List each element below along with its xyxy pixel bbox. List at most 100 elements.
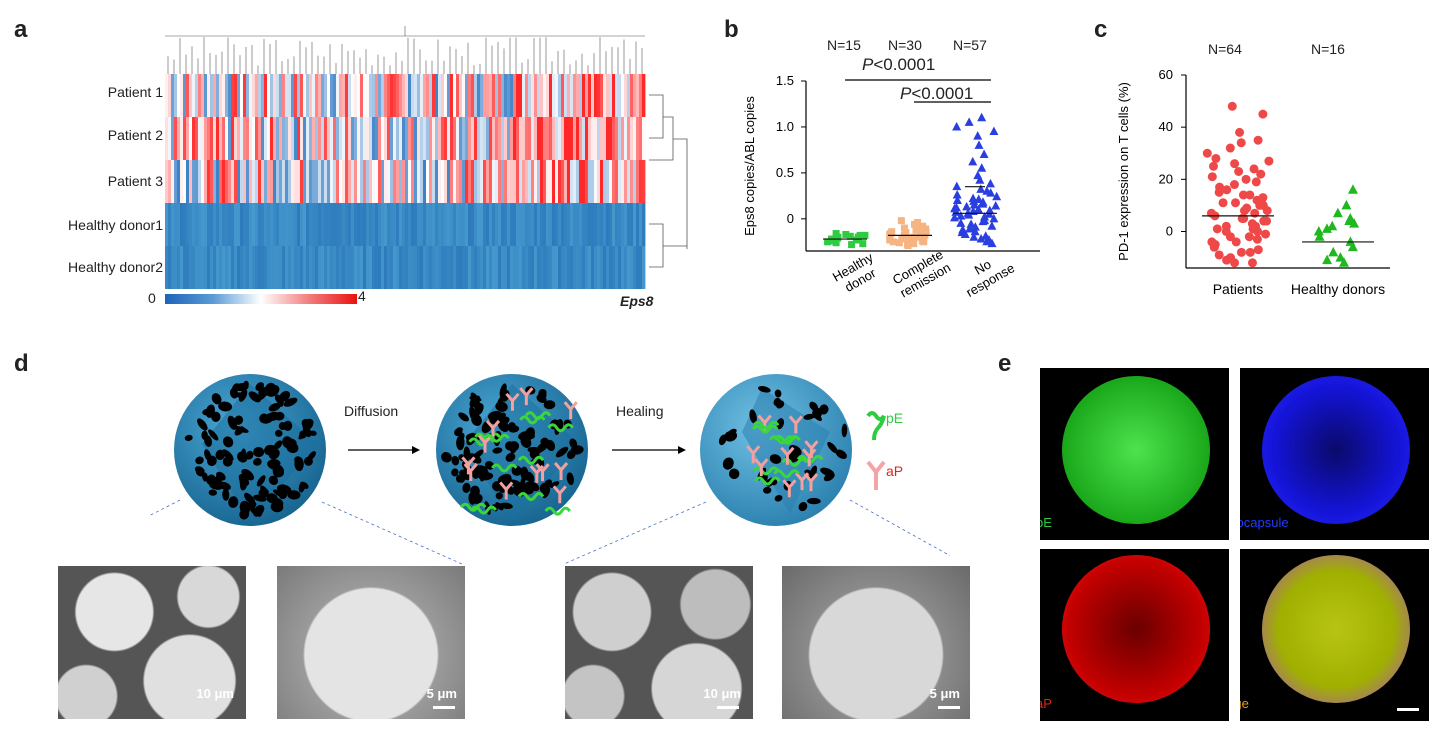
pore xyxy=(774,389,782,398)
pore xyxy=(218,481,231,491)
heatmap-cell xyxy=(462,203,466,246)
heatmap-cell xyxy=(408,74,412,117)
heatmap-cell xyxy=(393,74,397,117)
heatmap-cell xyxy=(234,117,238,160)
pore xyxy=(722,457,734,470)
heatmap-cell xyxy=(633,117,637,160)
heatmap-cell xyxy=(378,246,382,289)
pore xyxy=(268,402,281,412)
heatmap-cell xyxy=(543,117,547,160)
heatmap-cell xyxy=(453,246,457,289)
heatmap-cell xyxy=(552,160,556,203)
heatmap-cell xyxy=(423,74,427,117)
heatmap-cell xyxy=(369,160,373,203)
data-point xyxy=(1218,198,1228,208)
x-tick-label: Patients xyxy=(1213,281,1264,297)
heatmap-cell xyxy=(303,160,307,203)
heatmap-cell xyxy=(396,117,400,160)
heatmap-cell xyxy=(255,74,259,117)
data-point xyxy=(976,234,986,243)
heatmap-cell xyxy=(168,74,172,117)
heatmap-cell xyxy=(603,246,607,289)
pore xyxy=(769,454,782,464)
pore xyxy=(268,475,279,486)
heatmap-cell xyxy=(381,74,385,117)
heatmap-cell xyxy=(537,203,541,246)
heatmap-cell xyxy=(309,160,313,203)
heatmap-cell xyxy=(222,160,226,203)
pore xyxy=(234,415,244,425)
heatmap-cell xyxy=(417,160,421,203)
heatmap-cell xyxy=(420,246,424,289)
heatmap-cell xyxy=(570,117,574,160)
pe-molecule xyxy=(491,463,518,473)
heatmap-cell xyxy=(624,246,628,289)
data-point xyxy=(1236,247,1246,257)
heatmap-cell xyxy=(228,160,232,203)
pore xyxy=(454,428,463,437)
pore xyxy=(523,473,533,481)
data-point xyxy=(1245,247,1255,257)
heatmap-cell xyxy=(405,246,409,289)
heatmap-cell xyxy=(414,117,418,160)
healing-label: Healing xyxy=(616,403,664,419)
data-point xyxy=(966,219,976,228)
heatmap-cell xyxy=(261,160,265,203)
pore xyxy=(241,468,255,481)
heatmap-cell xyxy=(579,117,583,160)
heatmap-cell xyxy=(540,246,544,289)
heatmap-cell xyxy=(609,74,613,117)
heatmap-cell xyxy=(531,160,535,203)
heatmap-cell xyxy=(234,160,238,203)
pore xyxy=(208,489,218,496)
heatmap-cell xyxy=(306,117,310,160)
pe-molecule xyxy=(470,505,497,515)
heatmap-cell xyxy=(555,203,559,246)
pore xyxy=(566,449,576,460)
heatmap-cell xyxy=(300,246,304,289)
heatmap-cell xyxy=(300,203,304,246)
heatmap-cell xyxy=(441,203,445,246)
heatmap-cell xyxy=(267,246,271,289)
gene-label: Eps8 xyxy=(620,293,654,309)
heatmap-cell xyxy=(420,74,424,117)
heatmap-cell xyxy=(432,203,436,246)
heatmap-cell xyxy=(582,160,586,203)
heatmap-cell xyxy=(357,117,361,160)
heatmap-cell xyxy=(447,160,451,203)
heatmap-cell xyxy=(378,117,382,160)
data-point xyxy=(956,211,966,220)
heatmap-cell xyxy=(531,74,535,117)
heatmap-cell xyxy=(558,246,562,289)
data-point xyxy=(1241,174,1251,184)
data-point xyxy=(973,204,983,214)
heatmap-cell xyxy=(366,246,370,289)
heatmap-cell xyxy=(327,246,331,289)
ap-legend-icon xyxy=(866,460,886,490)
heatmap-cell xyxy=(339,117,343,160)
data-point xyxy=(904,241,912,249)
heatmap-cell xyxy=(438,160,442,203)
heatmap-cell xyxy=(540,74,544,117)
heatmap-cell xyxy=(348,246,352,289)
heatmap-cell xyxy=(615,246,619,289)
heatmap-cell xyxy=(276,160,280,203)
heatmap-cell xyxy=(336,203,340,246)
pore xyxy=(820,467,835,477)
pe-molecule xyxy=(483,433,510,443)
heatmap-cell xyxy=(264,246,268,289)
heatmap-cell xyxy=(423,246,427,289)
heatmap-cell xyxy=(285,160,289,203)
pe-molecule xyxy=(752,466,780,476)
heatmap-cell xyxy=(489,246,493,289)
heatmap-cell xyxy=(282,74,286,117)
pore xyxy=(479,472,494,481)
heatmap-cell xyxy=(255,160,259,203)
heatmap-cell xyxy=(426,246,430,289)
heatmap-cell xyxy=(453,74,457,117)
heatmap-cell xyxy=(273,246,277,289)
heatmap-cell xyxy=(630,117,634,160)
heatmap-cell xyxy=(195,117,199,160)
pore xyxy=(508,425,520,433)
pore xyxy=(749,409,757,424)
